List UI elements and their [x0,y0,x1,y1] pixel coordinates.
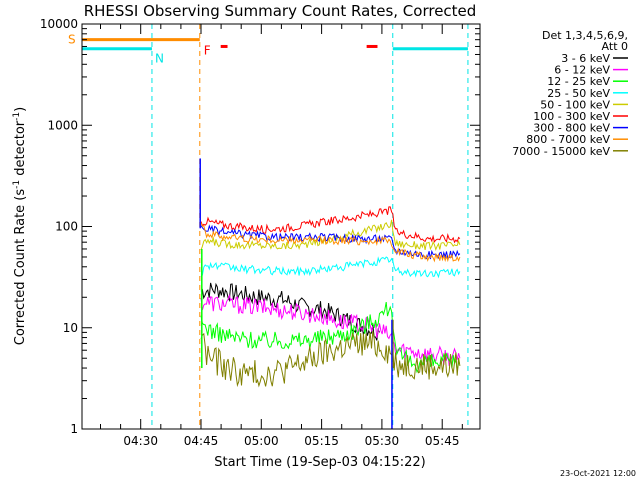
y-tick-label: 10 [63,321,78,335]
y-tick-label: 100 [55,220,78,234]
legend-entry-label: 100 - 300 keV [533,110,610,123]
legend-entry-label: 12 - 25 keV [547,75,610,88]
series-line [200,222,461,263]
x-tick-label: 05:15 [304,434,339,448]
legend-entry-label: 50 - 100 keV [540,98,610,111]
legend-entry-label: 800 - 7000 keV [526,133,610,146]
chart-title: RHESSI Observing Summary Count Rates, Co… [84,2,477,20]
x-tick-label: 04:45 [184,434,219,448]
f-flag-label: F [204,43,211,57]
legend-entry-label: 3 - 6 keV [561,52,610,65]
series-line [200,331,461,388]
y-tick-label: 1000 [47,118,78,132]
y-axis-ticks: 1 10 100 1000 10000 [40,17,480,436]
x-axis-ticks: 04:30 04:45 05:00 05:15 05:30 05:45 [99,24,463,448]
series-lines [199,158,461,429]
x-tick-label: 05:00 [244,434,279,448]
y-axis-label-end: ) [13,107,28,112]
series-line [200,224,461,260]
legend-entry-label: 7000 - 15000 keV [512,145,610,158]
y-axis-label: Corrected Count Rate (s-1 detector-1) [12,107,28,345]
legend-entry-label: 6 - 12 keV [554,64,610,77]
y-axis-label-main: Corrected Count Rate (s [13,189,28,346]
series-line [200,256,461,279]
series-line [200,282,380,341]
y-axis-label-sup2: -1 [12,112,22,121]
legend-entry-label: 25 - 50 keV [547,87,610,100]
x-axis-label: Start Time (19-Sep-03 04:15:22) [214,455,425,470]
legend-entry-label: 300 - 800 keV [533,122,610,135]
series-line [200,219,461,252]
legend-header-2: Att 0 [602,40,628,53]
series-line [200,293,461,367]
series-line [200,206,461,244]
y-axis-label-sup1: -1 [12,180,22,189]
x-tick-label: 05:45 [425,434,460,448]
x-tick-label: 04:30 [123,434,158,448]
x-tick-label: 05:30 [365,434,400,448]
plot-area: S N F [68,24,469,429]
s-flag-label: S [68,33,76,47]
y-axis-label-mid: detector [13,120,28,180]
n-flag-label: N [155,52,164,66]
footer-timestamp: 23-Oct-2021 12:00 [560,469,636,478]
legend-header-1: Det 1,3,4,5,6,9, [542,29,628,42]
series-line [200,302,460,374]
y-tick-label: 1 [70,422,78,436]
y-tick-label: 10000 [40,17,78,31]
